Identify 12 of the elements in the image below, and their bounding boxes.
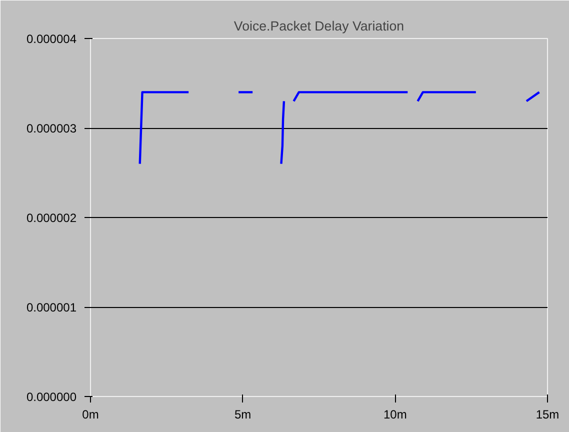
y-tick-label: 0.000003 (26, 122, 77, 136)
x-tick-label: 5m (234, 408, 252, 422)
y-tick-label: 0.000001 (26, 300, 77, 314)
x-tick-label: 10m (383, 408, 407, 422)
y-tick-label: 0.000002 (26, 211, 77, 225)
chart-title: Voice.Packet Delay Variation (234, 18, 404, 34)
y-tick-label: 0.000004 (26, 32, 77, 46)
x-tick-label: 15m (536, 408, 560, 422)
x-tick-label: 0m (82, 408, 99, 422)
line-series (138, 91, 190, 165)
line-series (280, 100, 286, 165)
y-tick-label: 0.000000 (26, 390, 77, 404)
